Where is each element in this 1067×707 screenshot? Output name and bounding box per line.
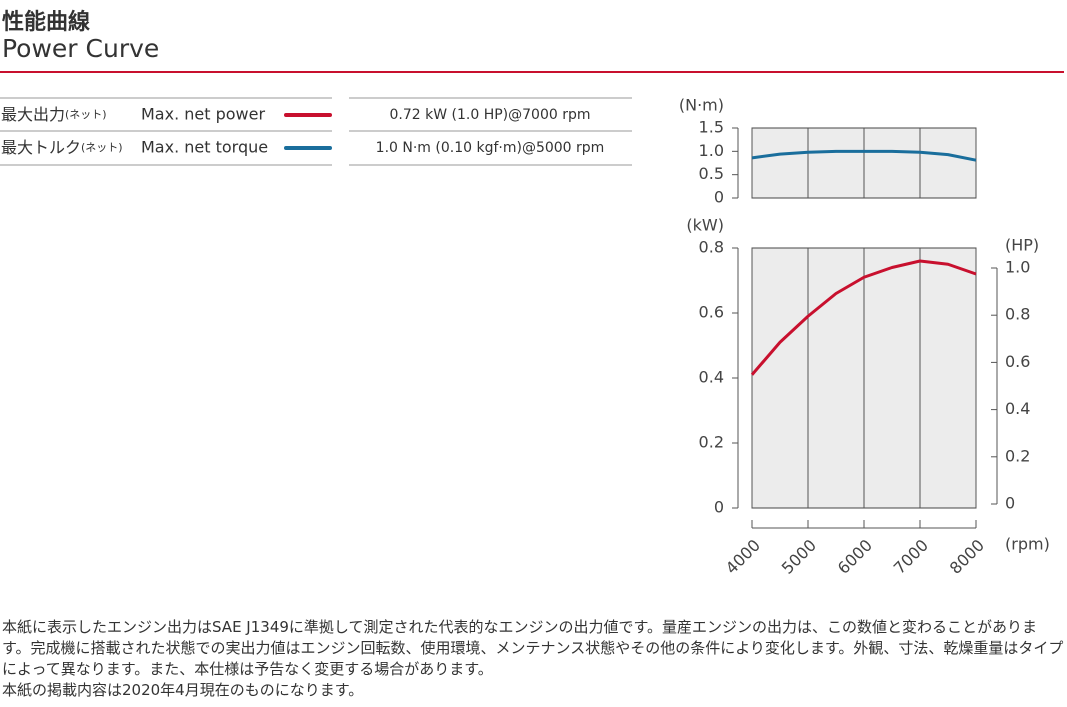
y-unit: (kW) [686,216,724,235]
data-line [750,259,977,376]
x-tick-label: 8000 [946,536,988,578]
y-tick-label: 0.6 [699,303,724,322]
spec-label: 最大出力(ネット) [1,105,107,124]
spec-label-en: Max. net power [141,105,265,124]
x-tick-label: 7000 [890,536,932,578]
title-en: Power Curve [2,34,160,63]
note: 本紙に表示したエンジン出力はSAE J1349に準拠して測定された代表的なエンジ… [2,618,1064,678]
y2-tick-label: 0.4 [1005,399,1030,418]
y2-tick-label: 0.2 [1005,446,1030,465]
y2-tick-label: 0.6 [1005,352,1030,371]
y-tick-label: 0 [714,188,724,207]
notes: 本紙に表示したエンジン出力はSAE J1349に準拠して測定された代表的なエンジ… [2,617,1064,701]
spec-label-note: (ネット) [81,141,123,154]
x-tick-label: 4000 [722,536,764,578]
x-tick-label: 6000 [834,536,876,578]
spec-label-ja: 最大出力 [1,105,65,124]
note: 本紙の掲載内容は2020年4月現在のものになります。 [2,681,364,699]
y-tick-label: 0.5 [699,164,724,183]
data-line [751,149,977,162]
y2-tick-label: 0 [1005,494,1015,513]
x-tick-label: 5000 [778,536,820,578]
y-tick-label: 1.5 [699,118,724,137]
spec-label-ja: 最大トルク [1,138,81,157]
spec-label-note: (ネット) [65,108,107,121]
y-tick-label: 0.4 [699,368,724,387]
spec-label-en: Max. net torque [141,138,268,157]
y2-tick-label: 1.0 [1005,258,1030,277]
chart-area: 最大出力(ネット) Max. net power 0.72 kW (1.0 HP)@… [0,96,1050,578]
title-rule [0,71,1064,73]
title-ja: 性能曲線 [2,10,91,35]
y-unit: (N·m) [679,96,724,115]
y-tick-label: 0 [714,498,724,517]
y2-unit: (HP) [1005,236,1039,255]
y2-tick-label: 0.8 [1005,305,1030,324]
spec-label: 最大トルク(ネット) [1,138,123,157]
spec-value: 1.0 N·m (0.10 kgf·m)@5000 rpm [376,140,605,156]
y-tick-label: 1.0 [699,141,724,160]
spec-value: 0.72 kW (1.0 HP)@7000 rpm [390,107,591,123]
x-unit: (rpm) [1005,535,1050,554]
y-tick-label: 0.8 [699,238,724,257]
y-tick-label: 0.2 [699,433,724,452]
